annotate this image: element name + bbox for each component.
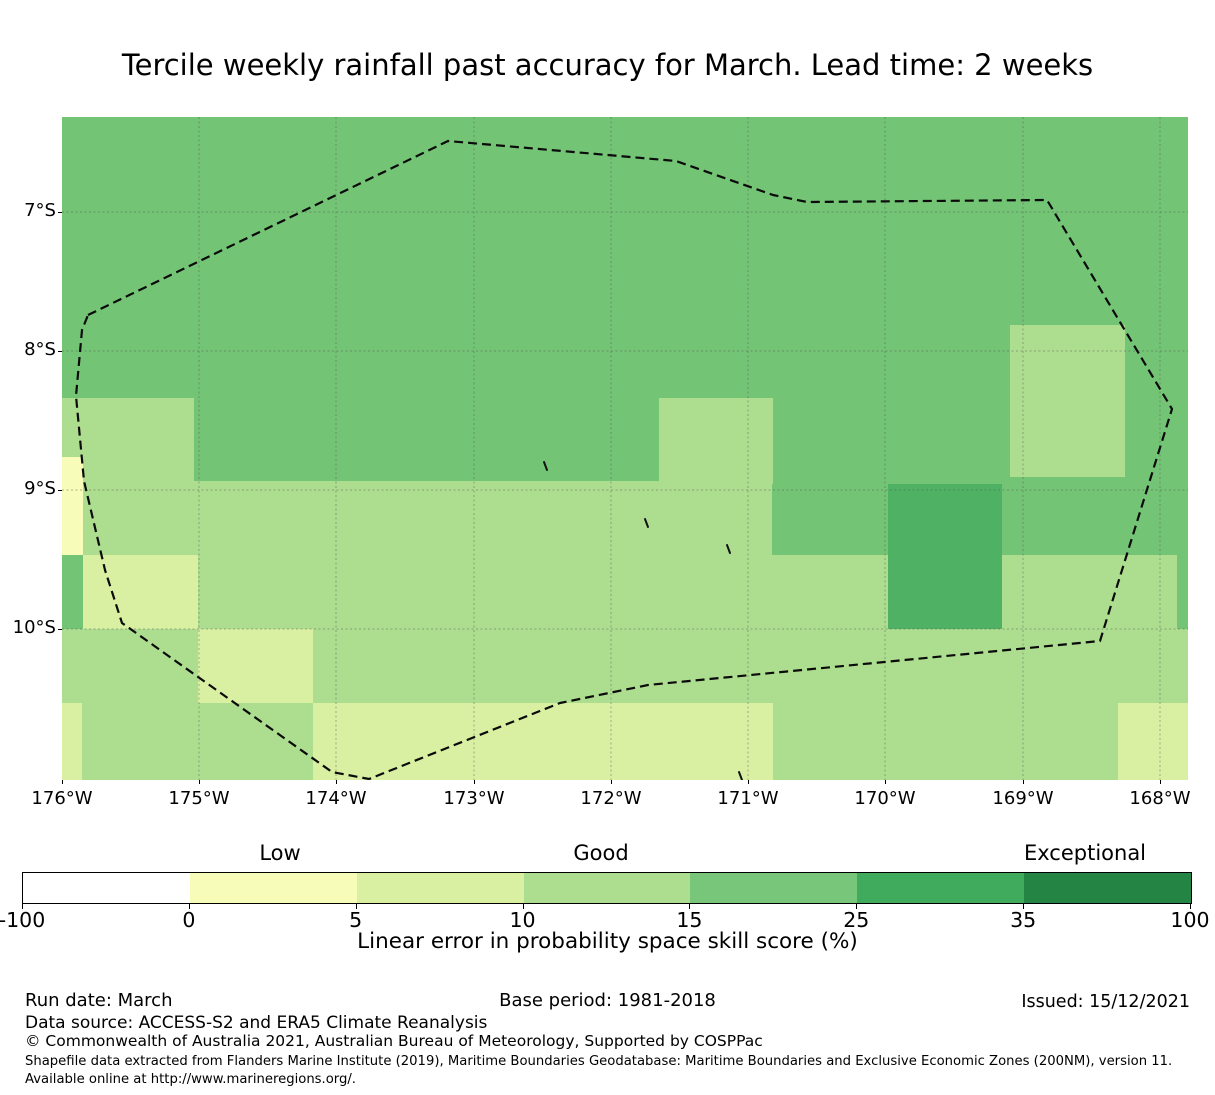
colorbar-tick-label: 0 — [182, 908, 196, 932]
colorbar-category-label: Low — [259, 841, 301, 865]
island-mark — [726, 544, 731, 554]
map-cell — [83, 555, 198, 629]
y-tick-label: 8°S — [24, 339, 56, 360]
base-period-text: Base period: 1981-2018 — [499, 990, 716, 1011]
map-cell — [1010, 325, 1125, 477]
data-source-text: Data source: ACCESS-S2 and ERA5 Climate … — [25, 1013, 488, 1033]
colorbar-tick-label: 35 — [1010, 908, 1037, 932]
eez-boundary — [74, 139, 1174, 781]
x-tick-label: 173°W — [443, 788, 505, 809]
y-tick-label: 10°S — [12, 617, 56, 638]
y-tick-mark — [58, 212, 62, 213]
map-cell — [62, 481, 772, 555]
colorbar-segment — [23, 873, 190, 903]
colorbar-tick-mark — [1190, 903, 1191, 909]
x-tick-label: 174°W — [305, 788, 367, 809]
colorbar-category-label: Good — [573, 841, 629, 865]
colorbar-segment — [1024, 873, 1191, 903]
island-mark — [738, 771, 743, 781]
colorbar-tick-mark — [355, 903, 357, 909]
x-tick-label: 169°W — [992, 788, 1054, 809]
colorbar-tick-mark — [689, 903, 691, 909]
island-mark — [543, 461, 548, 471]
y-tick-label: 7°S — [24, 200, 56, 221]
map-canvas — [62, 117, 1190, 781]
map-cell — [313, 629, 1190, 703]
x-tick-mark — [1160, 780, 1161, 784]
x-tick-label: 170°W — [854, 788, 916, 809]
map-wrap — [62, 117, 1190, 781]
x-tick-mark — [1023, 780, 1024, 784]
x-tick-label: 171°W — [717, 788, 779, 809]
colorbar-tick-mark — [188, 903, 190, 909]
x-tick-label: 176°W — [31, 788, 93, 809]
copyright-text: © Commonwealth of Australia 2021, Austra… — [25, 1032, 763, 1050]
map-cell — [198, 555, 888, 629]
colorbar-segment — [189, 873, 357, 903]
map-cell — [62, 398, 194, 481]
y-tick-mark — [58, 351, 62, 352]
map-cell — [198, 629, 313, 703]
map-cell — [773, 703, 1118, 780]
island-mark — [644, 518, 649, 528]
chart-title: Tercile weekly rainfall past accuracy fo… — [121, 48, 1094, 82]
y-tick-mark — [58, 629, 62, 630]
x-tick-mark — [748, 780, 749, 784]
x-tick-mark — [336, 780, 337, 784]
colorbar-tick-label: 100 — [1170, 908, 1210, 932]
colorbar-tick-label: -100 — [0, 908, 46, 932]
colorbar — [22, 872, 1192, 904]
map-cell — [888, 484, 1002, 629]
x-tick-mark — [62, 780, 63, 784]
colorbar-tick-mark — [856, 903, 858, 909]
colorbar-axis-label: Linear error in probability space skill … — [357, 929, 858, 954]
colorbar-segment — [523, 873, 691, 903]
colorbar-tick-label: 10 — [509, 908, 536, 932]
x-tick-mark — [885, 780, 886, 784]
shapefile-note-text: Shapefile data extracted from Flanders M… — [25, 1054, 1173, 1087]
colorbar-category-label: Exceptional — [1023, 841, 1147, 865]
map-cell — [62, 457, 83, 555]
colorbar-tick-label: 15 — [676, 908, 703, 932]
map-cell — [1002, 555, 1177, 629]
colorbar-tick-label: 25 — [843, 908, 870, 932]
x-tick-mark — [199, 780, 200, 784]
colorbar-segment — [356, 873, 524, 903]
colorbar-segment — [857, 873, 1025, 903]
colorbar-tick-mark — [522, 903, 524, 909]
map-cell — [62, 703, 82, 780]
map-cell — [313, 703, 773, 780]
y-tick-label: 9°S — [24, 478, 56, 499]
map-cell — [62, 629, 198, 703]
run-date-text: Run date: March — [25, 990, 173, 1011]
map-cell — [1118, 703, 1188, 780]
colorbar-segment — [690, 873, 858, 903]
colorbar-tick-mark — [22, 903, 23, 909]
x-tick-mark — [474, 780, 475, 784]
issued-date-text: Issued: 15/12/2021 — [1021, 992, 1190, 1012]
colorbar-tick-mark — [1023, 903, 1025, 909]
x-tick-label: 168°W — [1129, 788, 1191, 809]
map-cell — [82, 703, 313, 780]
map-cell — [659, 398, 773, 484]
y-tick-mark — [58, 490, 62, 491]
x-tick-mark — [611, 780, 612, 784]
x-tick-label: 175°W — [168, 788, 230, 809]
colorbar-tick-label: 5 — [349, 908, 363, 932]
x-tick-label: 172°W — [580, 788, 642, 809]
